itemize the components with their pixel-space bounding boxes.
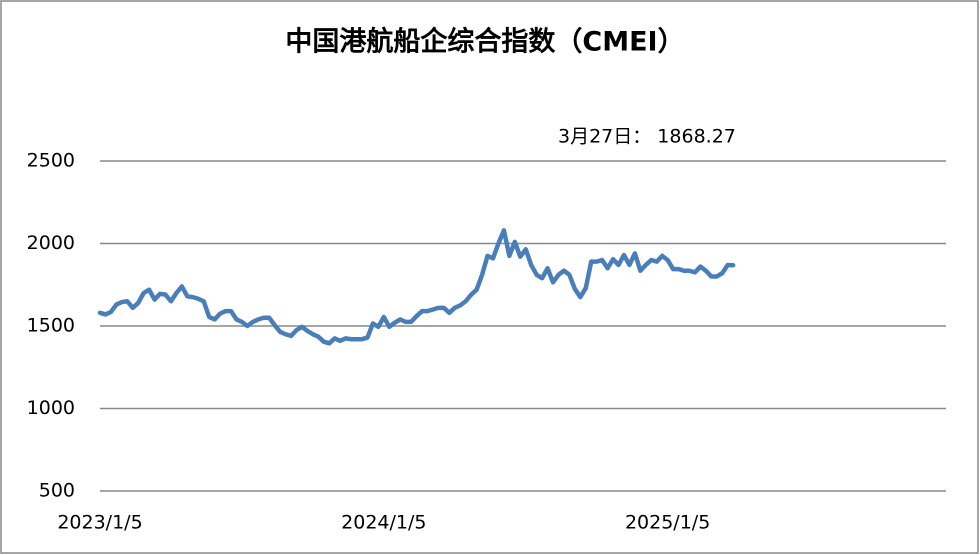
- x-tick-label: 2025/1/5: [625, 512, 710, 534]
- chart-title: 中国港航船企综合指数（CMEI）: [285, 26, 684, 58]
- y-tick-label: 1500: [27, 315, 75, 337]
- x-tick-label: 2024/1/5: [341, 512, 426, 534]
- y-tick-label: 500: [39, 480, 75, 502]
- y-tick-label: 2000: [27, 232, 75, 254]
- y-tick-label: 2500: [27, 150, 75, 172]
- x-tick-label: 2023/1/5: [57, 512, 142, 534]
- y-tick-label: 1000: [27, 397, 75, 419]
- annotation: 3月27日： 1868.27: [558, 126, 736, 148]
- data-line: [97, 228, 736, 346]
